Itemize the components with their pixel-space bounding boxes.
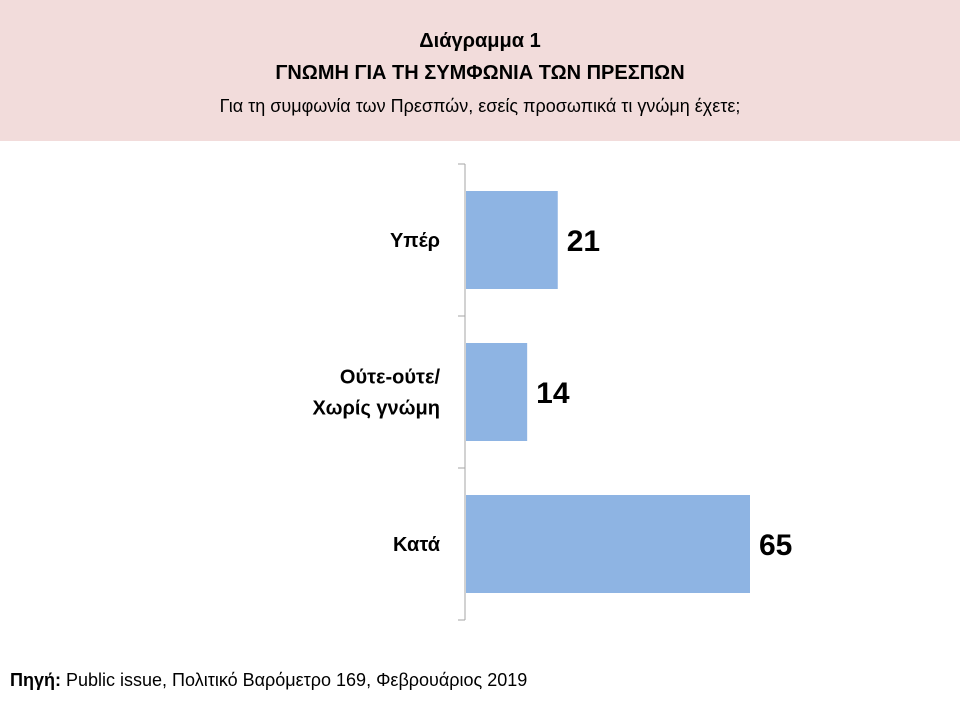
- bar-2: [466, 343, 528, 441]
- category-label: Υπέρ: [390, 230, 440, 252]
- bar-chart: 21 Υπέρ 14 Ούτε-ούτε/Χωρίς γνώμη 65 Κατά: [313, 163, 792, 621]
- source-note: Πηγή: Public issue, Πολιτικό Βαρόμετρο 1…: [10, 670, 527, 691]
- chart-subtitle: ΓΝΩΜΗ ΓΙΑ ΤΗ ΣΥΜΦΩΝΙΑ ΤΩΝ ΠΡΕΣΠΩΝ: [275, 62, 685, 84]
- category-label: Κατά: [393, 534, 441, 556]
- data-label: 14: [536, 377, 570, 410]
- chart-title: Διάγραμμα 1: [419, 30, 541, 52]
- survey-question: Για τη συμφωνία των Πρεσπών, εσείς προσω…: [219, 96, 741, 116]
- source-label: Πηγή:: [10, 670, 61, 690]
- category-label: Ούτε-ούτε/Χωρίς γνώμη: [313, 367, 441, 420]
- data-label: 65: [759, 529, 792, 562]
- bar-3: [466, 495, 750, 593]
- data-label: 21: [567, 225, 600, 258]
- chart-header: Διάγραμμα 1 ΓΝΩΜΗ ΓΙΑ ΤΗ ΣΥΜΦΩΝΙΑ ΤΩΝ ΠΡ…: [0, 0, 960, 141]
- bar-1: [466, 191, 558, 289]
- source-text: Public issue, Πολιτικό Βαρόμετρο 169, Φε…: [61, 670, 528, 690]
